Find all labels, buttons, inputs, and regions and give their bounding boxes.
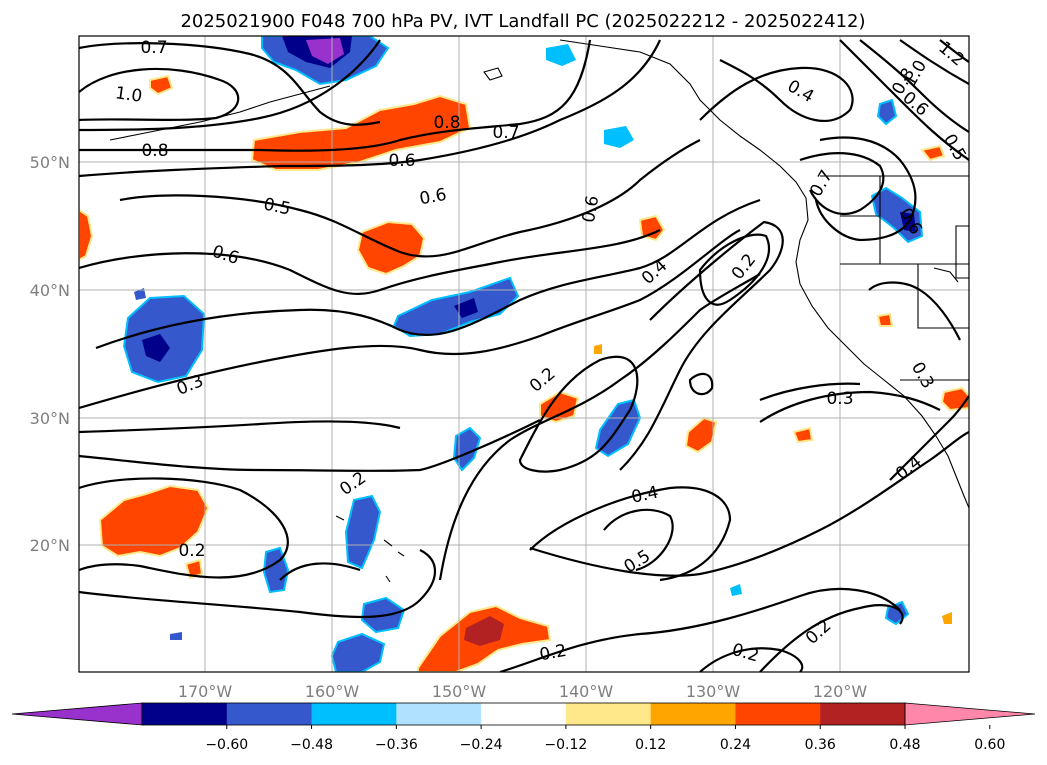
pos-blob-m7	[920, 144, 946, 162]
neg-blob-11	[546, 44, 576, 66]
neg-blob-5	[330, 632, 386, 672]
pv-contours	[79, 39, 969, 672]
colorbar-tick-label: −0.24	[460, 737, 503, 753]
colorbar-segments	[11, 702, 1036, 726]
neg-blob-west	[122, 294, 206, 384]
latitude-labels: 50°N 40°N 30°N 20°N	[30, 153, 70, 555]
contour-label: 0.6	[418, 185, 448, 209]
colorbar-extend-min	[11, 702, 143, 726]
lon-label: 140°W	[559, 682, 614, 701]
pos-blob-m6	[940, 386, 969, 412]
lon-label: 160°W	[305, 682, 360, 701]
colorbar-frame	[141, 702, 906, 726]
neg-blob-2	[344, 494, 382, 570]
contour-label: 0.6	[388, 151, 415, 171]
neg-purple-alaska	[306, 38, 344, 64]
colorbar-tick-label: −0.60	[205, 737, 248, 753]
neg-blob-8	[604, 126, 634, 148]
pos-blob-m4	[149, 74, 174, 96]
lat-label: 50°N	[30, 153, 70, 172]
lon-label: 170°W	[178, 682, 233, 701]
colorbar-segment	[820, 703, 906, 725]
pos-blob-m9	[792, 426, 814, 444]
colorbar-segment	[226, 703, 313, 725]
pos-blob-m2	[638, 214, 666, 242]
colorbar-tick-label: −0.12	[544, 737, 587, 753]
neg-blob-14	[730, 584, 742, 596]
lon-label: 150°W	[432, 682, 487, 701]
pos-blob-m5	[184, 558, 204, 580]
pos-blob-sw	[98, 484, 210, 558]
neg-blob-13	[170, 632, 182, 640]
contour-label: 0.2	[178, 541, 205, 561]
colorbar-tick-label: 0.48	[889, 737, 920, 753]
colorbar-tick-label: 0.12	[635, 737, 666, 753]
map-background	[79, 36, 969, 672]
colorbar-tick-label: 0.60	[974, 737, 1005, 753]
neg-blob-9	[876, 98, 898, 126]
lon-label: 130°W	[686, 682, 741, 701]
colorbar-tick-label: 0.36	[805, 737, 836, 753]
contour-label: 0.8	[433, 113, 460, 133]
lat-label: 40°N	[30, 281, 70, 300]
pos-core-s	[464, 616, 504, 646]
colorbar-segment	[735, 703, 821, 725]
contour-label: 0.6	[579, 194, 603, 224]
pos-blob-m11	[942, 612, 952, 624]
longitude-labels: 170°W 160°W 150°W 140°W 130°W 120°W	[178, 682, 868, 701]
lat-label: 20°N	[30, 536, 70, 555]
lon-label: 120°W	[813, 682, 868, 701]
pos-blob-m10	[594, 344, 602, 354]
contour-label: 0.3	[826, 389, 853, 409]
contour-label: 0.2	[538, 641, 568, 665]
colorbar-segment	[650, 703, 736, 725]
contour-label: 0.7	[492, 123, 519, 143]
colorbar-segment	[142, 703, 228, 725]
colorbar-segment	[396, 703, 482, 725]
colorbar-segment	[311, 703, 397, 725]
colorbar-ticks: −0.60 −0.48 −0.36 −0.24 −0.12 0.12 0.24 0.36 0.4…	[205, 725, 1005, 753]
map-title: 2025021900 F048 700 hPa PV, IVT Landfall…	[180, 11, 865, 32]
neg-blob-12	[134, 288, 146, 300]
lat-label: 30°N	[30, 409, 70, 428]
neg-core-mid	[454, 298, 478, 318]
map-area: 0.7 1.0 0.8 0.8 0.7 0.6 0.6 0.5 0.6 0.6 …	[78, 35, 970, 673]
colorbar-tick-label: −0.48	[290, 737, 333, 753]
contour-label: 1.0	[114, 83, 144, 107]
colorbar: −0.60 −0.48 −0.36 −0.24 −0.12 0.12 0.24 0.36 0.4…	[11, 702, 1036, 753]
contour-label: 0.8	[141, 141, 168, 161]
contour-label: 0.7	[140, 38, 167, 58]
colorbar-tick-label: −0.36	[375, 737, 418, 753]
pv-shading	[79, 36, 969, 672]
pos-blob-west-edge	[79, 208, 94, 262]
colorbar-segment	[565, 703, 652, 725]
colorbar-extend-max	[904, 702, 1036, 726]
colorbar-segment	[481, 703, 567, 725]
colorbar-tick-label: 0.24	[720, 737, 751, 753]
neg-core-west	[142, 334, 170, 362]
pos-blob-m8	[876, 312, 894, 327]
map-frame	[78, 35, 970, 673]
